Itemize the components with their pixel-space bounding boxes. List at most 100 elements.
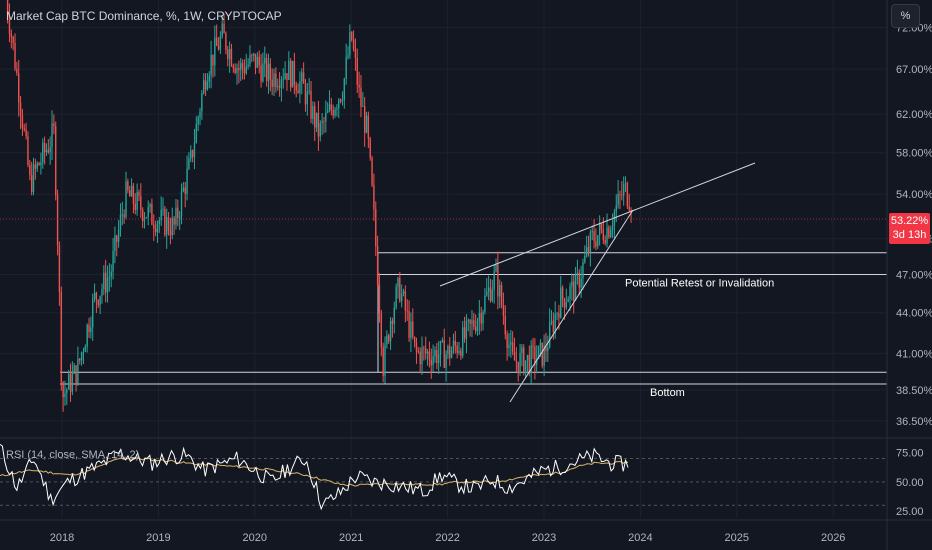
candle-body [47,149,50,153]
bar-countdown: 3d 13h [892,229,927,241]
candle-body [201,93,203,112]
candle-body [217,45,220,50]
candle-body [428,351,431,360]
candle-body [539,342,542,346]
candle-body [328,104,331,111]
candle-body [437,354,440,364]
candle-body [523,347,525,374]
candle-body [602,229,605,241]
candle-body [548,321,551,348]
candle-body [23,127,25,130]
candle-body [223,23,225,34]
candle-body [140,196,142,210]
lower-trendline [509,209,634,403]
rsi-indicator-label[interactable]: RSI (14, close, SMA, 14, 2) [6,449,140,461]
candle-body [506,334,508,348]
candle-body [519,352,521,374]
candle-body [10,33,13,37]
candle-body [585,246,588,256]
candle-body [108,276,111,279]
candle-body [29,164,31,176]
candle-body [362,106,364,107]
candle-body [563,298,566,308]
candle-body [352,39,355,49]
candle-body [621,194,623,196]
candle-body [254,53,257,68]
candle-body [295,85,297,91]
candle-body [304,83,307,105]
y-tick-label: 72.00% [896,22,932,34]
candle-body [467,319,469,321]
candle-body [456,345,458,353]
candle-body [284,73,286,79]
candle-body [66,389,68,394]
candle-body [380,312,383,348]
candle-body [375,209,377,247]
candle-body [136,192,138,210]
candle-body [264,57,266,64]
candle-body [584,255,586,263]
candle-body [624,183,627,185]
rsi-tick-label: 50.00 [896,477,924,489]
candle-body [184,187,186,194]
candle-body [521,347,523,353]
candle-body [73,365,75,374]
candle-body [351,32,353,40]
candle-body [452,340,455,351]
candle-body [291,60,294,88]
candle-body [371,157,373,186]
y-tick-label: 58.00% [896,148,932,160]
candle-body [308,90,310,92]
candle-body [156,223,159,233]
candle-body [90,327,92,332]
candle-body [153,224,155,229]
candle-body [18,73,20,103]
x-tick-label: 2024 [628,532,652,544]
candle-body [225,33,227,50]
candle-body [323,121,325,122]
candle-body [265,57,268,82]
candle-body [197,117,199,125]
candle-body [173,217,175,225]
candle-body [547,347,549,352]
candle-body [378,284,381,313]
candle-body [476,320,479,332]
candle-body [86,324,88,347]
x-tick-label: 2022 [435,532,459,544]
candle-body [167,217,170,231]
candle-body [423,347,425,349]
annotation-label: Potential Retest or Invalidation [625,277,774,289]
y-tick-label: 62.00% [896,109,932,121]
candle-body [151,204,153,225]
candle-body [534,346,536,365]
candle-body [186,168,188,194]
candle-body [82,351,85,353]
x-tick-label: 2020 [243,532,267,544]
candle-body [606,227,608,244]
candle-body [117,229,120,243]
candle-body [75,365,77,384]
candle-body [617,193,619,206]
candle-body [103,272,105,290]
candle-body [443,340,445,368]
candle-body [434,350,436,357]
candle-body [591,231,593,233]
candle-body [493,271,495,290]
candle-body [465,320,468,339]
candle-body [267,63,270,82]
candle-body [67,373,70,390]
candle-body [162,209,164,210]
current-price-badge: 53.22% 3d 13h [889,213,930,244]
candle-body [141,209,144,222]
candle-body [397,277,399,287]
candle-body [145,217,148,218]
percent-scale-button[interactable]: % [891,4,920,28]
candle-body [473,320,475,327]
candle-body [608,227,610,238]
candle-body [500,285,503,306]
candle-body [88,324,90,332]
candle-body [460,350,462,356]
candle-body [190,150,192,159]
candle-body [208,75,210,82]
